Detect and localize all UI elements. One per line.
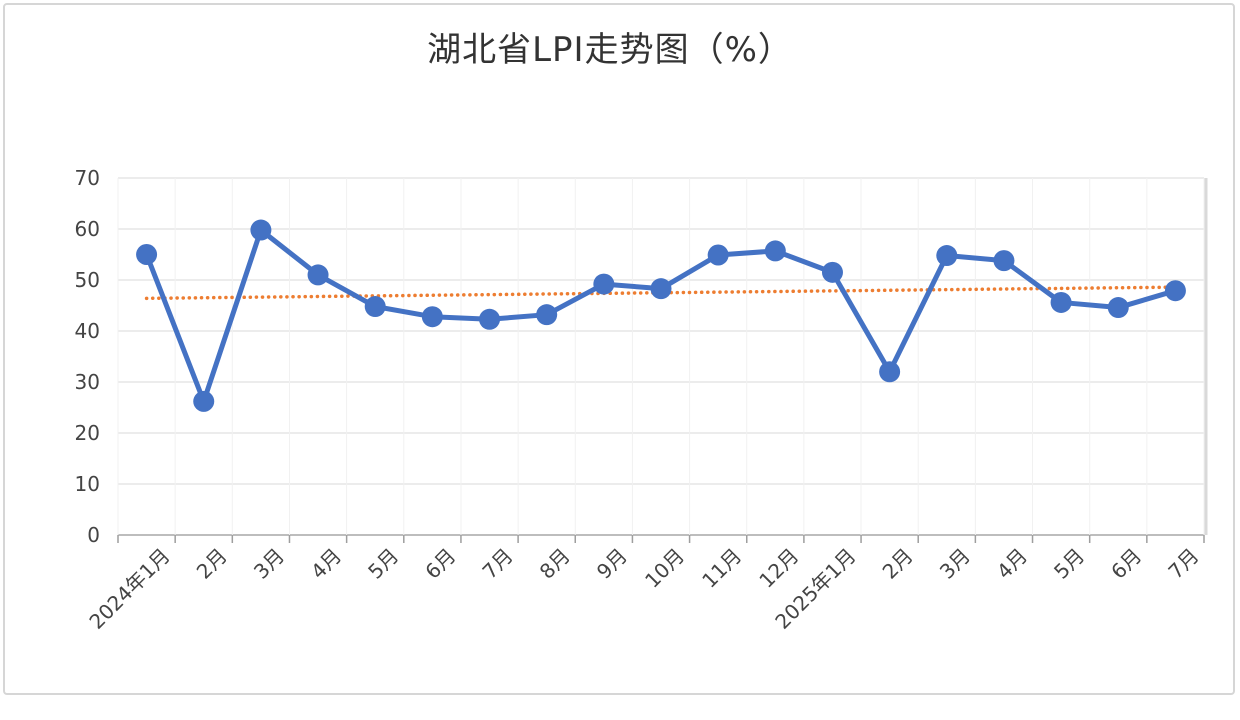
- data-point: [821, 261, 843, 283]
- x-tick-label: 12月: [754, 544, 803, 593]
- x-tick-label: 4月: [992, 544, 1032, 584]
- data-point: [193, 390, 215, 412]
- x-tick-label: 3月: [249, 544, 289, 584]
- x-tick-label: 5月: [1049, 544, 1089, 584]
- data-point: [1050, 291, 1072, 313]
- gridlines: [117, 177, 1208, 536]
- data-point: [479, 308, 501, 330]
- x-tick-label: 3月: [935, 544, 975, 584]
- data-point: [593, 273, 615, 295]
- y-tick-label: 70: [75, 166, 100, 190]
- x-tick-label: 10月: [640, 544, 689, 593]
- data-point: [707, 244, 729, 266]
- y-tick-label: 60: [75, 217, 100, 241]
- data-point: [307, 264, 329, 286]
- data-point: [764, 240, 786, 262]
- data-point: [879, 361, 901, 383]
- x-tick-label: 2月: [192, 544, 232, 584]
- data-point: [1164, 280, 1186, 302]
- x-tick-label: 6月: [1106, 544, 1146, 584]
- x-tick-label: 9月: [592, 544, 632, 584]
- series-line: [144, 227, 1177, 404]
- y-tick-label: 0: [87, 523, 100, 547]
- x-tick-label: 2024年1月: [84, 544, 174, 634]
- x-tick-label: 11月: [697, 544, 746, 593]
- trendline-line: [144, 285, 1178, 301]
- y-axis: 0 10 20 30 40 50 60 70: [75, 166, 100, 547]
- y-tick-label: 50: [75, 268, 100, 292]
- data-point: [136, 244, 158, 265]
- chart-title: 湖北省LPI走势图（%）: [427, 30, 793, 70]
- data-point: [1107, 297, 1129, 319]
- data-point: [364, 296, 386, 318]
- x-tick-label: 5月: [363, 544, 403, 584]
- y-tick-label: 30: [75, 370, 100, 394]
- chart-frame: [3, 3, 1235, 695]
- series-line: [136, 219, 1186, 412]
- data-point: [250, 219, 272, 241]
- x-tick-label: 4月: [306, 544, 346, 584]
- data-point: [421, 306, 443, 328]
- data-point: [536, 304, 558, 326]
- data-point: [936, 245, 958, 267]
- y-tick-label: 40: [75, 319, 100, 343]
- y-tick-label: 10: [75, 472, 100, 496]
- data-point: [993, 250, 1015, 272]
- x-tick-label: 6月: [420, 544, 460, 584]
- data-point: [650, 278, 672, 300]
- y-tick-label: 20: [75, 421, 100, 445]
- x-tick-label: 7月: [1163, 544, 1203, 584]
- x-tick-label: 7月: [478, 544, 518, 584]
- trendline: [144, 285, 1178, 301]
- x-tick-label: 8月: [535, 544, 575, 584]
- x-tick-label: 2月: [878, 544, 918, 584]
